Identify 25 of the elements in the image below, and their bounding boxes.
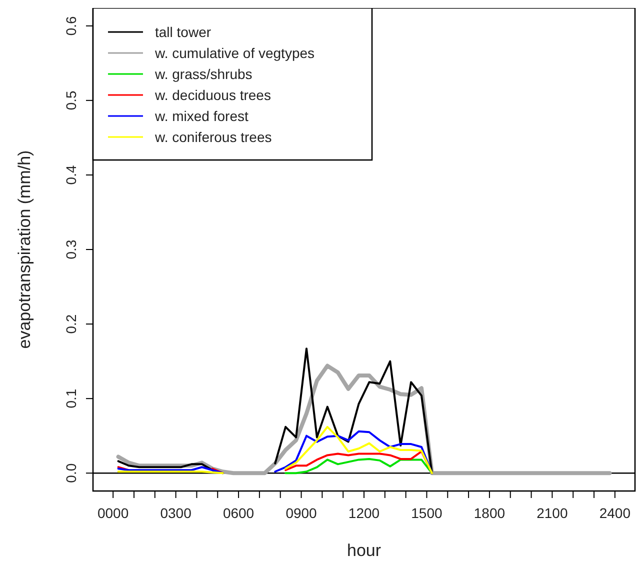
y-tick-label: 0.0 — [63, 463, 79, 483]
legend-label: w. grass/shrubs — [154, 66, 252, 82]
legend-label: w. mixed forest — [154, 108, 248, 124]
legend-label: w. deciduous trees — [154, 87, 271, 103]
x-axis-title: hour — [346, 541, 382, 560]
y-tick-label: 0.5 — [63, 90, 79, 110]
y-axis-title: evapotranspiration (mm/h) — [15, 150, 34, 349]
y-tick-label: 0.3 — [63, 240, 79, 260]
x-tick-label: 0600 — [222, 505, 254, 521]
x-tick-label: 0000 — [97, 505, 129, 521]
legend-label: tall tower — [155, 24, 212, 40]
x-tick-label: 1200 — [348, 505, 380, 521]
x-tick-label: 0300 — [160, 505, 192, 521]
legend-label: w. coniferous trees — [154, 129, 272, 145]
y-tick-label: 0.2 — [63, 314, 79, 334]
y-tick-label: 0.4 — [63, 165, 79, 185]
x-tick-label: 1500 — [411, 505, 443, 521]
x-tick-label: 2400 — [599, 505, 631, 521]
y-tick-label: 0.1 — [63, 388, 79, 408]
line-series — [284, 458, 433, 474]
x-tick-label: 2100 — [536, 505, 568, 521]
x-tick-label: 1800 — [474, 505, 506, 521]
x-tick-label: 0900 — [286, 505, 318, 521]
y-tick-label: 0.6 — [63, 16, 79, 36]
legend-label: w. cumulative of vegtypes — [154, 45, 315, 61]
